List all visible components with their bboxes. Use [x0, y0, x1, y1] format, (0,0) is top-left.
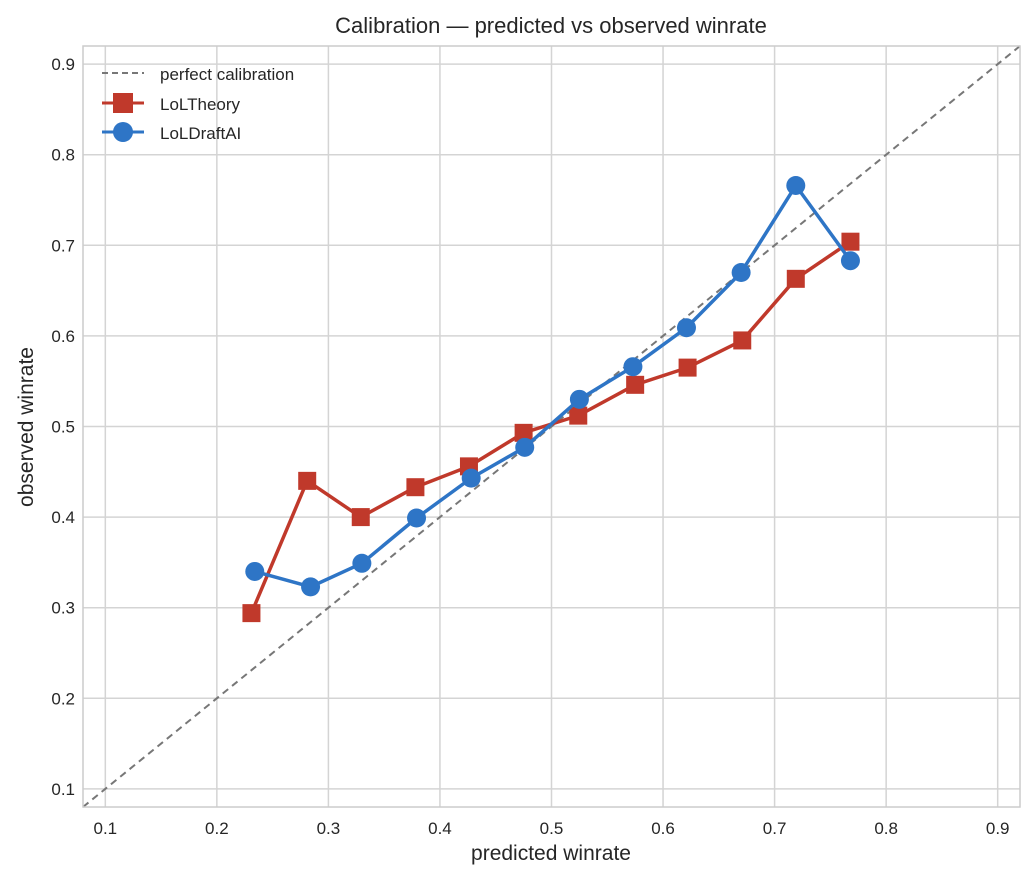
y-axis-label: observed winrate	[15, 347, 38, 507]
y-axis-ticks: 0.1 0.2 0.3 0.4 0.5 0.6 0.7 0.8 0.9	[51, 55, 75, 799]
x-tick-label: 0.4	[428, 819, 452, 838]
x-tick-label: 0.9	[986, 819, 1010, 838]
square-marker	[298, 471, 317, 490]
circle-marker	[461, 468, 481, 488]
square-marker-icon	[113, 93, 133, 113]
y-tick-label: 0.2	[51, 689, 75, 708]
legend-item-loltheory: LoLTheory	[102, 93, 241, 114]
legend: perfect calibration LoLTheory LoLDraftAI	[102, 65, 294, 143]
circle-marker	[676, 318, 696, 338]
x-tick-label: 0.8	[874, 819, 898, 838]
plot-area	[82, 45, 1021, 808]
y-tick-label: 0.7	[51, 236, 75, 255]
x-tick-label: 0.7	[763, 819, 787, 838]
x-tick-label: 0.1	[93, 819, 117, 838]
legend-label: perfect calibration	[160, 65, 294, 84]
square-marker	[678, 358, 697, 377]
circle-marker-icon	[113, 122, 133, 142]
square-marker	[351, 508, 370, 527]
y-tick-label: 0.8	[51, 146, 75, 165]
circle-marker	[786, 176, 806, 196]
square-marker	[242, 604, 261, 623]
series-loldraftai	[245, 176, 860, 597]
y-tick-label: 0.9	[51, 55, 75, 74]
chart-title: Calibration — predicted vs observed winr…	[335, 13, 767, 38]
legend-label: LoLTheory	[160, 95, 241, 114]
perfect-calibration-line	[82, 45, 1021, 808]
square-marker	[626, 375, 645, 394]
circle-marker	[569, 389, 589, 409]
circle-marker	[245, 561, 265, 581]
x-tick-label: 0.5	[540, 819, 564, 838]
x-axis-ticks: 0.1 0.2 0.3 0.4 0.5 0.6 0.7 0.8 0.9	[93, 819, 1009, 838]
circle-marker	[840, 251, 860, 271]
x-tick-label: 0.6	[651, 819, 675, 838]
circle-marker	[623, 357, 643, 377]
square-marker	[733, 331, 752, 350]
square-marker	[406, 478, 425, 497]
circle-marker	[515, 437, 535, 457]
square-marker	[786, 269, 805, 288]
square-marker	[514, 423, 533, 442]
y-tick-label: 0.1	[51, 780, 75, 799]
legend-label: LoLDraftAI	[160, 124, 241, 143]
x-tick-label: 0.3	[317, 819, 341, 838]
x-tick-label: 0.2	[205, 819, 229, 838]
y-tick-label: 0.6	[51, 327, 75, 346]
y-tick-label: 0.4	[51, 508, 75, 527]
perfect-calibration-dashed-line	[82, 45, 1021, 808]
circle-marker	[301, 577, 321, 597]
legend-item-perfect-calibration: perfect calibration	[102, 65, 294, 84]
x-axis-label: predicted winrate	[471, 842, 631, 865]
y-tick-label: 0.3	[51, 599, 75, 618]
data-series	[242, 176, 860, 623]
circle-marker	[731, 262, 751, 282]
square-marker	[569, 406, 588, 425]
square-marker	[841, 232, 860, 251]
legend-item-loldraftai: LoLDraftAI	[102, 122, 241, 143]
plot-frame	[82, 45, 1021, 808]
y-tick-label: 0.5	[51, 418, 75, 437]
circle-marker	[352, 553, 372, 573]
circle-marker	[407, 508, 427, 528]
